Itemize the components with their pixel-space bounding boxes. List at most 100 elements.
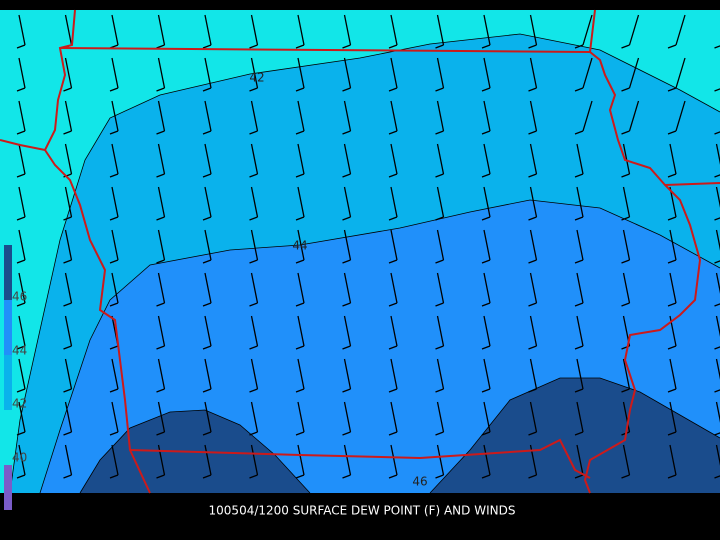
- wind-barb: [435, 401, 445, 436]
- colorbar-label: 40: [12, 451, 27, 465]
- wind-barb: [202, 143, 212, 178]
- wind-barb: [342, 272, 352, 307]
- wind-barb: [63, 143, 73, 178]
- wind-barb: [249, 143, 259, 178]
- wind-barb: [16, 186, 26, 221]
- wind-barb: [481, 143, 491, 178]
- wind-barb: [342, 401, 352, 436]
- colorbar-swatch: [4, 355, 12, 410]
- wind-barb: [63, 229, 73, 264]
- wind-barb: [202, 401, 212, 436]
- colorbar-swatch: [4, 465, 12, 510]
- wind-barb: [156, 315, 166, 350]
- wind-barb: [16, 444, 26, 479]
- state-borders: [0, 9, 720, 494]
- wind-barb: [574, 14, 593, 49]
- wind-barb: [621, 186, 631, 221]
- wind-barb: [249, 401, 259, 436]
- border: [583, 51, 702, 494]
- region-46: [430, 378, 720, 493]
- wind-barb: [435, 57, 445, 92]
- wind-barb: [388, 186, 398, 221]
- wind-barb: [574, 358, 584, 393]
- wind-barb: [202, 315, 212, 350]
- wind-barb: [156, 229, 166, 264]
- wind-barb: [574, 143, 584, 178]
- wind-barb: [295, 315, 305, 350]
- wind-barb: [202, 358, 212, 393]
- colorbar-label: 42: [12, 397, 27, 411]
- wind-barb: [249, 315, 259, 350]
- wind-barb: [109, 143, 119, 178]
- wind-barb: [481, 358, 491, 393]
- contour-label: 44: [292, 239, 307, 253]
- wind-barb: [342, 143, 352, 178]
- wind-barb: [481, 401, 491, 436]
- wind-barb: [109, 100, 119, 135]
- wind-barb: [156, 272, 166, 307]
- wind-barb: [202, 186, 212, 221]
- wind-barb: [481, 229, 491, 264]
- wind-barb: [528, 100, 538, 135]
- wind-barb: [388, 143, 398, 178]
- wind-barb: [528, 272, 538, 307]
- wind-barb: [435, 143, 445, 178]
- wind-barb: [342, 100, 352, 135]
- wind-barb: [16, 57, 26, 92]
- wind-barb: [295, 57, 305, 92]
- wind-barb: [574, 57, 593, 92]
- wind-barb: [528, 315, 538, 350]
- wind-barb: [249, 57, 259, 92]
- wind-barb: [621, 100, 640, 135]
- wind-barb: [621, 14, 640, 49]
- border: [44, 149, 151, 494]
- wind-barb: [63, 444, 73, 479]
- wind-barb: [667, 229, 677, 264]
- wind-barb: [63, 358, 73, 393]
- wind-barb: [156, 401, 166, 436]
- contour-label: 46: [412, 475, 427, 489]
- wind-barb: [249, 229, 259, 264]
- wind-barb: [528, 57, 538, 92]
- wind-barb: [295, 186, 305, 221]
- contour-line: [79, 409, 311, 494]
- wind-barb: [481, 100, 491, 135]
- wind-barb: [574, 401, 584, 436]
- wind-barb: [16, 143, 26, 178]
- colorbar-swatch: [4, 300, 12, 355]
- wind-barb: [528, 358, 538, 393]
- wind-barb: [621, 272, 631, 307]
- wind-barb: [435, 358, 445, 393]
- wind-barb: [249, 444, 259, 479]
- wind-barb: [63, 315, 73, 350]
- wind-barb: [109, 444, 119, 479]
- wind-barb: [388, 57, 398, 92]
- wind-barb: [63, 401, 73, 436]
- wind-barb: [295, 14, 305, 49]
- wind-barb: [435, 100, 445, 135]
- wind-barb: [667, 272, 677, 307]
- wind-barb: [714, 88, 720, 92]
- wind-barb: [481, 186, 491, 221]
- wind-barb: [528, 14, 538, 49]
- wind-barb: [667, 57, 686, 92]
- wind-barb: [202, 14, 212, 49]
- wind-barb: [714, 131, 720, 135]
- wind-barb: [202, 100, 212, 135]
- contour-line: [39, 199, 720, 494]
- contour-line: [9, 33, 720, 494]
- wind-barb: [667, 143, 677, 178]
- wind-barb: [714, 45, 720, 49]
- wind-barb: [435, 315, 445, 350]
- wind-barb: [295, 229, 305, 264]
- wind-barb: [481, 14, 491, 49]
- wind-barb: [621, 444, 631, 479]
- border: [664, 182, 720, 186]
- wind-barb: [621, 57, 640, 92]
- wind-barb: [295, 358, 305, 393]
- caption: 100504/1200 SURFACE DEW POINT (F) AND WI…: [209, 504, 516, 518]
- wind-barb: [202, 57, 212, 92]
- wind-barb: [388, 315, 398, 350]
- wind-barb: [202, 272, 212, 307]
- wind-barb: [667, 14, 686, 49]
